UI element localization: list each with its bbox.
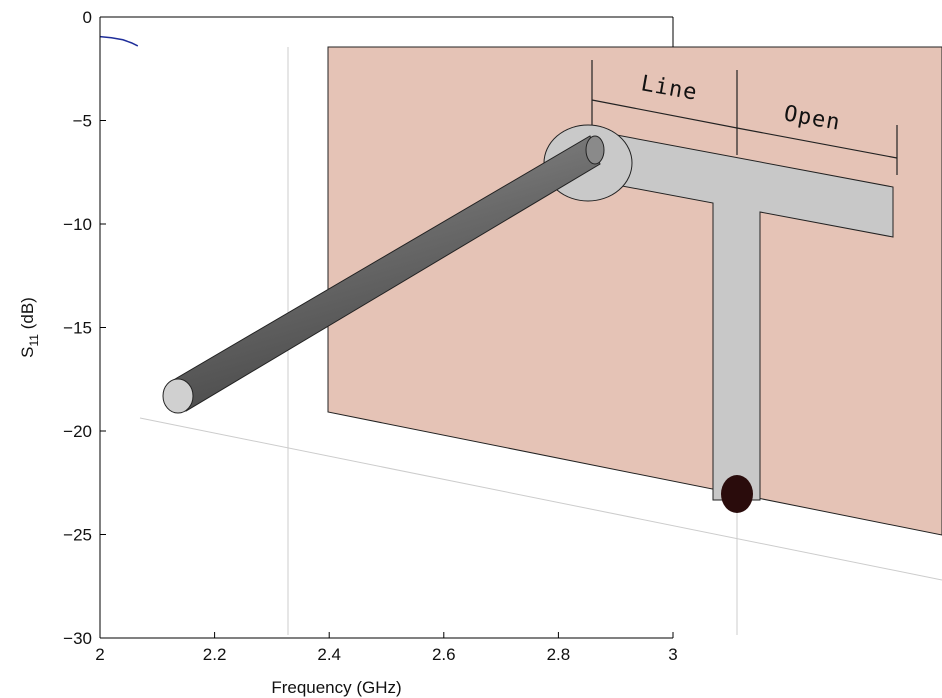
data-line <box>100 37 138 46</box>
y-tick-label: −20 <box>63 422 92 441</box>
x-tick-label: 3 <box>668 645 677 664</box>
y-tick-label: −10 <box>63 215 92 234</box>
x-axis-label: Frequency (GHz) <box>271 678 401 697</box>
antenna-illustration: Line Open <box>139 47 942 635</box>
y-tick-label: −5 <box>73 112 92 131</box>
chart: Line Open 0 −5 −10 −15 −20 −25 −302 2.2 2.4 2.6 2.… <box>0 0 942 698</box>
plot <box>100 37 138 46</box>
y-tick-label: −15 <box>63 319 92 338</box>
y-axis-label: S11 (dB) <box>18 297 41 358</box>
y-axis-label-part: 11 <box>27 334 41 347</box>
y-axis-label-part: (dB) <box>18 297 37 334</box>
short-via <box>721 475 753 513</box>
x-tick-label: 2.8 <box>547 645 571 664</box>
x-tick-label: 2.6 <box>432 645 456 664</box>
x-tick-label: 2 <box>95 645 104 664</box>
y-tick-label: −30 <box>63 629 92 648</box>
x-tick-label: 2.4 <box>317 645 341 664</box>
x-tick-label: 2.2 <box>203 645 227 664</box>
y-tick-label: −25 <box>63 526 92 545</box>
coax-tip <box>586 136 604 164</box>
y-axis-label-part: S <box>18 346 37 357</box>
y-tick-label: 0 <box>83 8 92 27</box>
coax-end <box>163 379 193 413</box>
